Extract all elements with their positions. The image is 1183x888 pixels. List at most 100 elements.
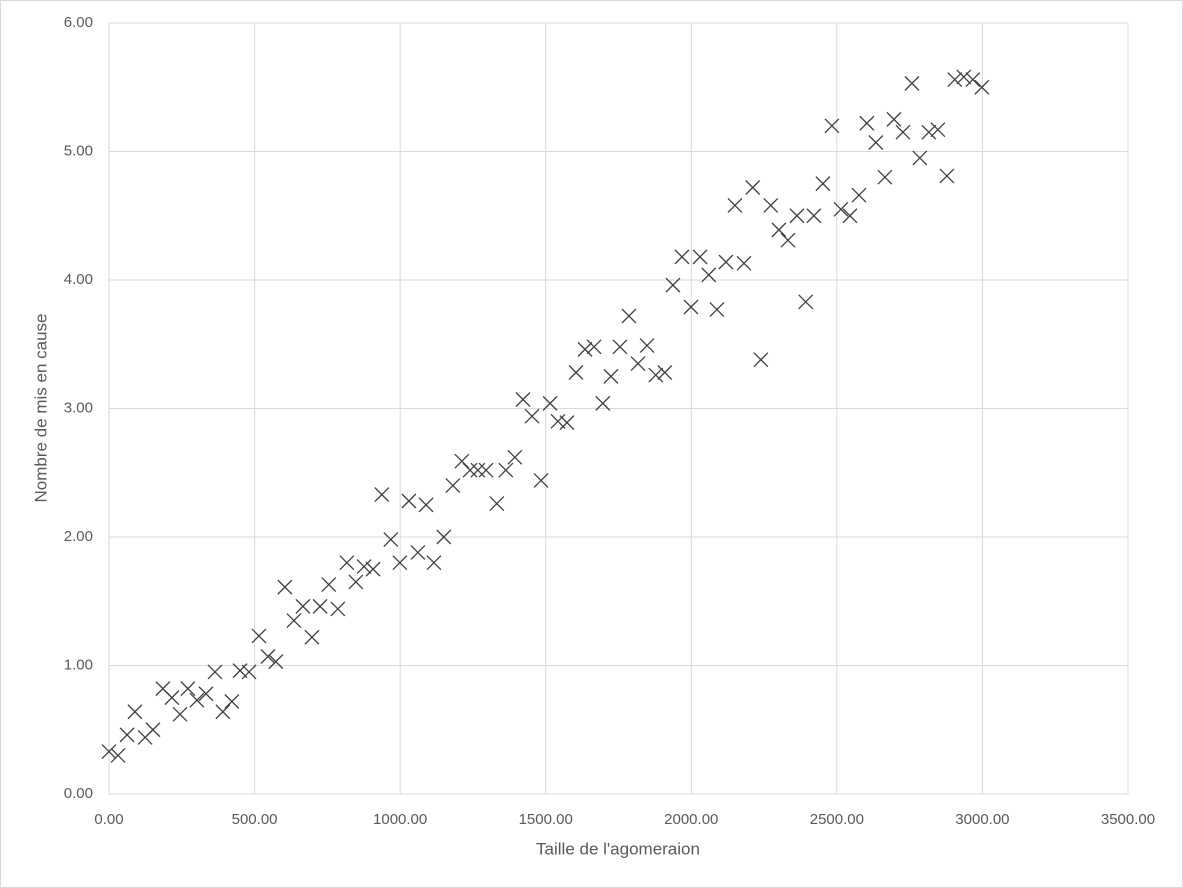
scatter-point <box>621 308 637 324</box>
scatter-point <box>921 124 937 140</box>
scatter-point <box>718 254 734 270</box>
scatter-point <box>498 462 514 478</box>
x-tick-label: 1000.00 <box>373 811 427 828</box>
scatter-point <box>515 392 531 407</box>
scatter-point <box>947 72 963 87</box>
scatter-point <box>586 339 602 355</box>
scatter-point <box>260 649 276 664</box>
scatter-point <box>356 559 372 575</box>
scatter-point <box>904 75 920 91</box>
y-tick-label: 5.00 <box>64 142 93 159</box>
scatter-point <box>507 449 523 465</box>
scatter-point <box>286 613 302 628</box>
scatter-point <box>470 462 486 478</box>
scatter-point <box>974 79 990 95</box>
x-tick-label: 2000.00 <box>664 811 718 828</box>
scatter-point <box>295 598 311 614</box>
scatter-point <box>277 579 293 595</box>
x-axis-title: Taille de l'agomeraion <box>536 839 700 858</box>
x-tick-label: 3000.00 <box>955 811 1009 828</box>
x-tick-label: 3500.00 <box>1101 811 1155 828</box>
x-tick-label: 2500.00 <box>810 811 864 828</box>
scatter-point <box>859 115 875 131</box>
scatter-point <box>145 722 161 738</box>
scatter-point <box>207 664 223 680</box>
scatter-point <box>674 249 690 265</box>
scatter-point <box>595 395 611 411</box>
scatter-point <box>665 277 681 293</box>
scatter-point <box>771 222 787 238</box>
scatter-point <box>198 686 214 702</box>
y-tick-label: 2.00 <box>64 528 93 545</box>
scatter-point <box>119 727 135 743</box>
scatter-point <box>842 208 858 224</box>
scatter-point <box>657 365 673 380</box>
scatter-point <box>648 367 664 383</box>
scatter-point <box>383 532 399 548</box>
scatter-point <box>559 415 575 431</box>
scatter-point <box>172 706 188 722</box>
scatter-point <box>612 339 628 355</box>
y-tick-label: 3.00 <box>64 399 93 416</box>
scatter-point <box>851 187 867 203</box>
scatter-point <box>736 255 752 271</box>
x-tick-label: 500.00 <box>232 811 278 828</box>
scatter-point <box>418 497 434 513</box>
scatter-point <box>630 356 646 371</box>
scatter-point <box>886 111 902 127</box>
scatter-point <box>127 704 143 720</box>
scatter-point <box>806 208 822 224</box>
scatter-point <box>374 487 390 503</box>
scatter-point <box>824 118 840 134</box>
scatter-point <box>180 681 196 697</box>
scatter-point <box>550 413 566 429</box>
scatter-point <box>639 338 655 353</box>
scatter-point <box>101 744 117 760</box>
scatter-point <box>833 201 849 217</box>
scatter-point <box>330 601 346 617</box>
scatter-point <box>436 529 452 545</box>
scatter-point <box>524 408 540 424</box>
scatter-point <box>815 176 831 192</box>
scatter-point <box>939 168 955 184</box>
scatter-point <box>701 267 717 283</box>
scatter-point <box>215 704 231 720</box>
scatter-point <box>877 169 893 185</box>
scatter-point <box>789 208 805 224</box>
x-tick-label: 1500.00 <box>519 811 573 828</box>
scatter-point <box>965 72 981 87</box>
scatter-point <box>410 544 426 560</box>
scatter-point <box>426 555 442 571</box>
scatter-point <box>268 654 284 670</box>
scatter-point <box>489 496 505 512</box>
scatter-point <box>780 232 796 248</box>
scatter-point <box>727 198 743 213</box>
scatter-point <box>462 462 478 478</box>
scatter-point <box>692 249 708 265</box>
scatter-point <box>542 395 558 411</box>
y-tick-label: 1.00 <box>64 656 93 673</box>
scatter-point <box>745 180 761 195</box>
x-tick-label: 0.00 <box>94 811 123 828</box>
scatter-point <box>798 294 814 310</box>
scatter-point <box>603 368 619 384</box>
y-tick-label: 6.00 <box>64 14 93 31</box>
scatter-point <box>348 574 364 590</box>
y-axis-title: Nombre de mis en cause <box>31 314 50 503</box>
scatter-point <box>445 478 461 494</box>
scatter-point <box>312 598 328 614</box>
scatter-point <box>251 628 267 644</box>
scatter-point <box>365 561 381 577</box>
scatter-point <box>868 135 884 150</box>
scatter-point <box>533 473 549 488</box>
y-tick-label: 0.00 <box>64 785 93 802</box>
scatter-point <box>224 694 240 709</box>
scatter-point <box>339 555 355 571</box>
scatter-point <box>709 302 725 318</box>
scatter-point <box>241 664 257 680</box>
y-tick-label: 4.00 <box>64 271 93 288</box>
scatter-point <box>956 69 972 85</box>
scatter-point <box>577 341 593 357</box>
scatter-point <box>164 690 180 706</box>
